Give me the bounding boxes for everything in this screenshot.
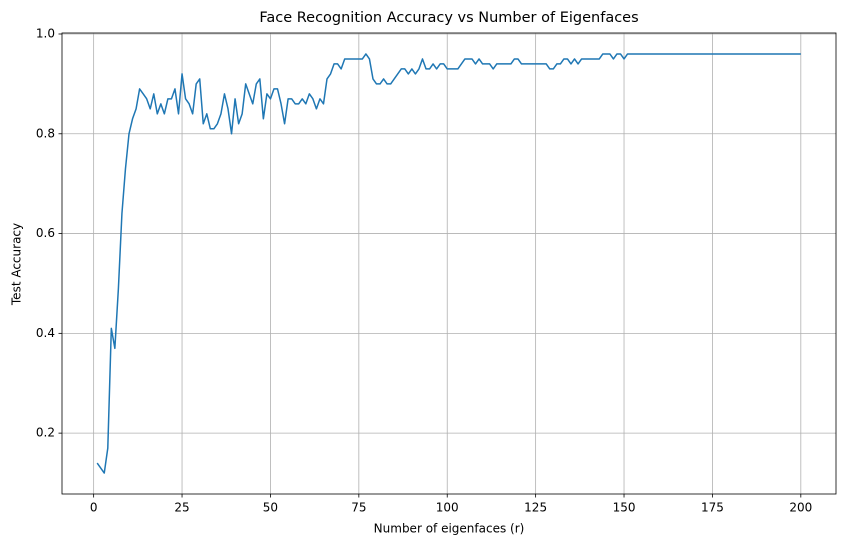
- chart-title: Face Recognition Accuracy vs Number of E…: [259, 10, 638, 26]
- y-tick-label: 0.8: [36, 126, 55, 140]
- y-tick-label: 0.2: [36, 426, 55, 440]
- y-tick-label: 1.0: [36, 26, 55, 40]
- x-tick-label: 175: [701, 501, 724, 515]
- y-tick-label: 0.4: [36, 326, 55, 340]
- x-tick-label: 50: [263, 501, 278, 515]
- x-tick-label: 125: [524, 501, 547, 515]
- x-tick-label: 100: [436, 501, 459, 515]
- x-tick-label: 75: [351, 501, 366, 515]
- y-axis-label: Test Accuracy: [10, 223, 24, 306]
- x-tick-label: 150: [613, 501, 636, 515]
- x-tick-label: 200: [789, 501, 812, 515]
- x-tick-label: 25: [174, 501, 189, 515]
- x-tick-label: 0: [90, 501, 98, 515]
- y-tick-label: 0.6: [36, 226, 55, 240]
- x-axis-label: Number of eigenfaces (r): [374, 522, 525, 536]
- data-line: [96, 53, 801, 474]
- plot-frame: [61, 32, 837, 495]
